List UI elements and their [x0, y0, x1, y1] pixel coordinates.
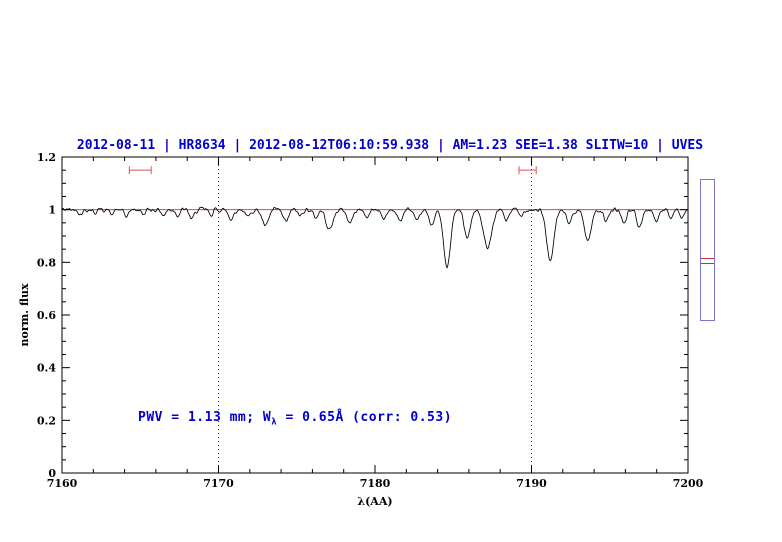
- pwv-annotation-prefix: PWV = 1.13 mm; W: [138, 410, 272, 425]
- y-tick-labels: 0 0.2 0.4 0.6 0.8 1 1.2: [37, 151, 56, 480]
- x-axis-label: λ(AA): [357, 495, 392, 508]
- axis-ticks: [61, 156, 689, 474]
- slit-indicator-box: [700, 179, 715, 321]
- pwv-annotation-suffix: = 0.65Å (corr: 0.53): [277, 410, 453, 425]
- slit-order-line-upper: [701, 258, 714, 259]
- svg-text:7160: 7160: [47, 477, 78, 490]
- svg-text:0.6: 0.6: [37, 309, 56, 322]
- pwv-annotation: PWV = 1.13 mm; Wλ = 0.65Å (corr: 0.53): [138, 410, 452, 428]
- svg-text:1: 1: [48, 204, 56, 217]
- svg-text:0.4: 0.4: [37, 362, 56, 375]
- interval-markers: [128, 166, 537, 175]
- pwv-annotation-lambda-sub: λ: [271, 417, 278, 428]
- y-axis-label: norm. flux: [18, 283, 31, 346]
- svg-text:7200: 7200: [673, 477, 704, 490]
- svg-text:7170: 7170: [203, 477, 234, 490]
- svg-text:0: 0: [48, 467, 56, 480]
- slit-order-line-lower: [701, 263, 714, 264]
- x-tick-labels: 7160 7170 7180 7190 7200: [47, 477, 704, 490]
- svg-text:0.8: 0.8: [37, 256, 56, 269]
- svg-text:0.2: 0.2: [37, 414, 56, 427]
- svg-text:1.2: 1.2: [37, 151, 56, 164]
- plot-title: 2012-08-11 | HR8634 | 2012-08-12T06:10:5…: [76, 138, 704, 153]
- svg-text:7190: 7190: [516, 477, 547, 490]
- spectrum-line: [61, 206, 689, 269]
- svg-text:7180: 7180: [360, 477, 391, 490]
